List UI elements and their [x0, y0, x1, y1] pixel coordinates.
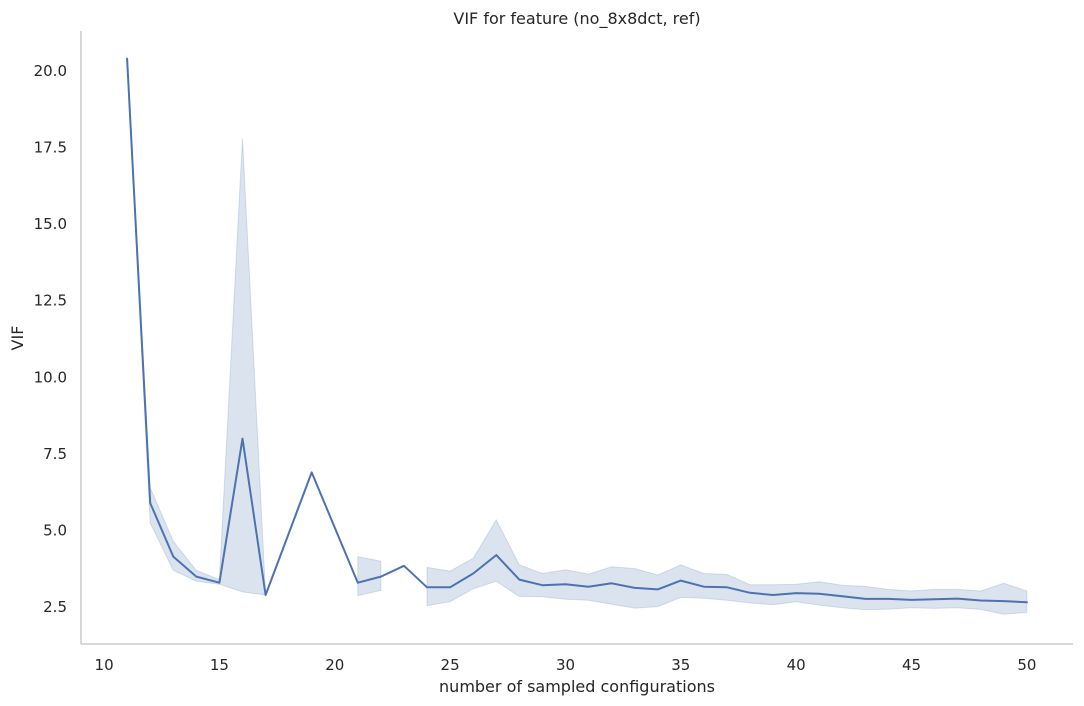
y-tick-labels: 2.5 5.0 7.5 10.0 12.5 15.0 17.5 20.0	[34, 62, 67, 616]
y-tick-label: 12.5	[34, 292, 67, 310]
y-axis-title: VIF	[8, 326, 27, 351]
confidence-bands	[126, 58, 1028, 615]
x-tick-label: 20	[325, 656, 344, 674]
confidence-band-2	[357, 555, 382, 597]
x-tick-label: 30	[556, 656, 575, 674]
x-tick-label: 25	[441, 656, 460, 674]
y-tick-label: 5.0	[43, 522, 67, 540]
x-tick-label: 15	[210, 656, 229, 674]
series-lines	[126, 57, 1028, 604]
y-tick-label: 7.5	[43, 445, 67, 463]
x-tick-label: 45	[902, 656, 921, 674]
x-tick-labels: 10 15 20 25 30 35 40 45 50	[95, 656, 1037, 674]
x-tick-label: 40	[787, 656, 806, 674]
x-tick-label: 50	[1017, 656, 1036, 674]
x-tick-label: 10	[95, 656, 114, 674]
y-tick-label: 10.0	[34, 368, 67, 386]
x-tick-label: 35	[671, 656, 690, 674]
y-tick-label: 20.0	[34, 62, 67, 80]
confidence-band-1	[126, 58, 267, 596]
y-tick-label: 2.5	[43, 598, 67, 616]
x-axis-title: number of sampled configurations	[439, 677, 715, 696]
confidence-band-3	[426, 518, 1028, 615]
series-line-1	[126, 57, 1028, 604]
chart-title: VIF for feature (no_8x8dct, ref)	[453, 9, 700, 29]
y-tick-label: 15.0	[34, 215, 67, 233]
y-tick-label: 17.5	[34, 139, 67, 157]
